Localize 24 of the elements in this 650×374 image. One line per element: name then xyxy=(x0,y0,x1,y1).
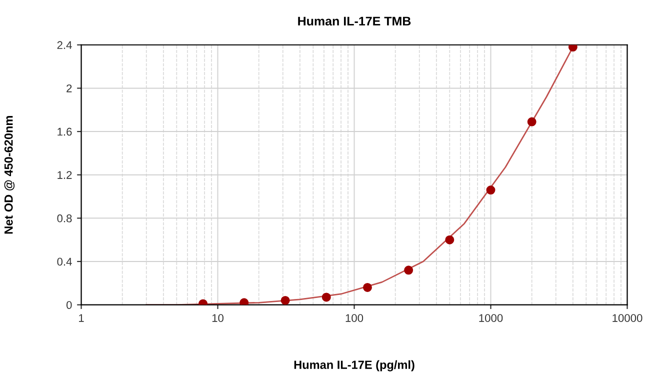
x-tick-label: 10000 xyxy=(612,314,642,322)
point xyxy=(527,117,536,126)
x-tick-label: 10 xyxy=(212,314,224,322)
x-axis-title: Human IL-17E (pg/ml) xyxy=(294,360,414,372)
x-tick-label: 1000 xyxy=(479,314,503,322)
point xyxy=(404,266,414,275)
x-tick-label: 1 xyxy=(79,314,84,322)
point xyxy=(486,186,496,195)
y-tick-label: 2.4 xyxy=(57,41,72,49)
point xyxy=(568,44,578,52)
chart-title: Human IL-17E TMB xyxy=(298,16,411,26)
point xyxy=(445,235,454,244)
point xyxy=(280,296,290,305)
y-tick-label: 0.4 xyxy=(57,258,72,266)
x-tick-label: 100 xyxy=(346,314,364,322)
y-tick-label: 1.6 xyxy=(58,128,72,136)
y-tick-label: 2 xyxy=(66,84,72,92)
point xyxy=(362,282,372,292)
point xyxy=(322,292,331,302)
y-tick-label: 1.2 xyxy=(58,171,72,179)
y-tick-label: 0.8 xyxy=(57,214,72,222)
y-axis-title: Net OD @ 450-620nm xyxy=(4,116,15,234)
y-tick-label: 0 xyxy=(66,301,72,309)
point xyxy=(240,298,249,305)
